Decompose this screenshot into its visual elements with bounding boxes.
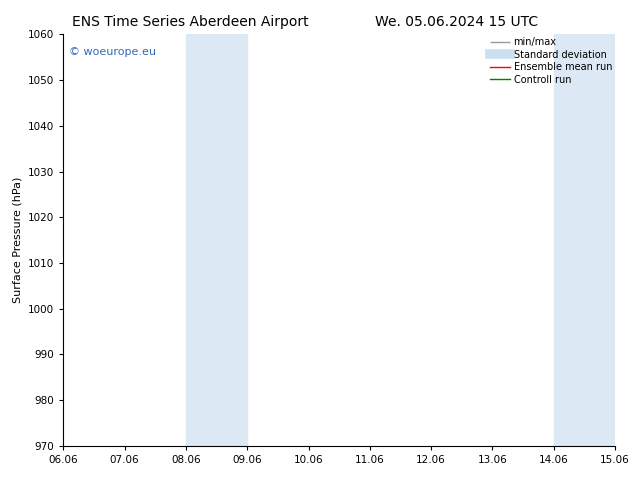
Bar xyxy=(585,34,615,446)
Legend: min/max, Standard deviation, Ensemble mean run, Controll run: min/max, Standard deviation, Ensemble me… xyxy=(490,37,612,84)
Y-axis label: Surface Pressure (hPa): Surface Pressure (hPa) xyxy=(13,177,23,303)
Text: We. 05.06.2024 15 UTC: We. 05.06.2024 15 UTC xyxy=(375,15,538,29)
Text: ENS Time Series Aberdeen Airport: ENS Time Series Aberdeen Airport xyxy=(72,15,309,29)
Bar xyxy=(553,34,585,446)
Bar xyxy=(186,34,217,446)
Text: © woeurope.eu: © woeurope.eu xyxy=(69,47,156,57)
Bar xyxy=(217,34,247,446)
